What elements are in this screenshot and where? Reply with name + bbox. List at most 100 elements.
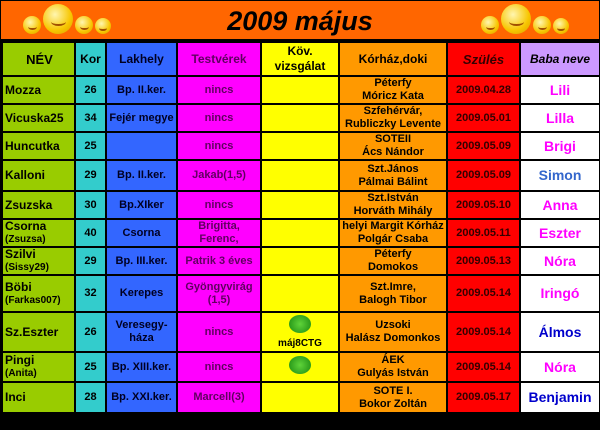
korhaz-text: ÁEK [381,354,405,366]
cell-nev: Böbi (Farkas007) [1,274,76,313]
cell-korhaz: Szt.János Pálmai Bálint [338,159,448,192]
cell-baba-neve: Álmos [519,311,600,353]
cell-baba-neve: Iringó [519,274,600,313]
cell-baba-neve: Lilla [519,103,600,133]
doki-text: Rubliczky Levente [345,118,441,130]
cell-baba-neve: Nóra [519,246,600,276]
cell-nev: Sz.Eszter [1,311,76,353]
cell-lakhely: Fejér megye [105,103,178,133]
name-text: Pingi [5,353,35,367]
cell-lakhely [105,131,178,161]
clover-thumbs-up-icon [289,314,311,333]
header-kov-vizsgalat: Köv. vizsgálat [260,41,340,77]
doki-text: Pálmai Bálint [358,175,428,188]
cell-testverek: Marcell(3) [176,381,262,414]
cell-baba-neve: Simon [519,159,600,192]
cell-kov-vizsgalat [260,351,340,383]
cell-korhaz: SOTEII Ács Nándor [338,131,448,161]
doki-text: Ács Nándor [362,146,424,158]
name-text: Zsuzska [5,197,53,212]
cell-kov-vizsgalat [260,159,340,192]
smiley-icons [23,4,113,34]
nickname-text: (Anita) [5,368,37,379]
table-row: Sz.Eszter 26 Veresegy-háza nincs máj8CTG Uzso… [1,311,600,353]
cell-lakhely: Bp. III.ker. [105,246,178,276]
title-bar: 2009 május [1,1,599,39]
name-text: Böbi [5,279,32,294]
cell-kov-vizsgalat [260,75,340,105]
cell-testverek: nincs [176,351,262,383]
cell-korhaz: Szfehérvár, Rubliczky Levente [338,103,448,133]
cell-kor: 28 [74,381,107,414]
cell-lakhely: Csorna [105,218,178,248]
cell-lakhely: Bp. II.ker. [105,159,178,192]
cell-kov-vizsgalat [260,190,340,220]
doki-text: Halász Domonkos [345,332,441,344]
cell-nev: Vicuska25 [1,103,76,133]
cell-lakhely: Bp. XIII.ker. [105,351,178,383]
cell-nev: Mozza [1,75,76,105]
cell-szules: 2009.05.11 [446,218,521,248]
header-lakhely: Lakhely [105,41,178,77]
cell-nev: Huncutka [1,131,76,161]
cell-kor: 26 [74,311,107,353]
table-row: Kalloni 29 Bp. II.ker. Jakab(1,5) Szt.János P… [1,159,600,192]
cell-korhaz: SOTE I. Bokor Zoltán [338,381,448,414]
cell-testverek: nincs [176,103,262,133]
cell-szules: 2009.04.28 [446,75,521,105]
name-text: Csorna [5,219,47,233]
table-row: Pingi (Anita) 25 Bp. XIII.ker. nincs ÁEK Gulyá… [1,351,600,383]
cell-nev: Kalloni [1,159,76,192]
cell-kov-vizsgalat: máj8CTG [260,311,340,353]
cell-szules: 2009.05.09 [446,159,521,192]
cell-szules: 2009.05.17 [446,381,521,414]
smiley-icons [481,4,571,34]
name-text: Inci [5,390,26,404]
doki-text: Domokos [367,261,419,273]
cell-kor: 29 [74,246,107,276]
data-table: NÉV Kor Lakhely Testvérek Köv. vizsgálat… [1,41,600,414]
cell-lakhely: Bp. II.ker. [105,75,178,105]
cell-baba-neve: Brigi [519,131,600,161]
cell-lakhely: Veresegy-háza [105,311,178,353]
nickname-text: (Sissy29) [5,262,49,273]
cell-kor: 29 [74,159,107,192]
header-kor: Kor [74,41,107,77]
cell-nev: Inci [1,381,76,414]
cell-korhaz: Szt.Imre, Balogh Tibor [338,274,448,313]
table-row: Csorna (Zsuzsa) 40 Csorna Brigitta, Ferenc, h… [1,218,600,248]
table-row: Huncutka 25 nincs SOTEII Ács Nándor 2009.05.0… [1,131,600,161]
cell-szules: 2009.05.01 [446,103,521,133]
cell-szules: 2009.05.09 [446,131,521,161]
cell-baba-neve: Eszter [519,218,600,248]
doki-text: Gulyás István [357,367,429,379]
cell-lakhely: Bp. XXI.ker. [105,381,178,414]
clover-thumbs-up-icon [289,356,311,374]
korhaz-text: Szt.István [367,192,419,204]
table-row: Inci 28 Bp. XXI.ker. Marcell(3) SOTE I. Bokor… [1,381,600,414]
table-row: Zsuzska 30 Bp.XIker nincs Szt.István Horváth … [1,190,600,220]
cell-kov-vizsgalat [260,274,340,313]
table-row: Mozza 26 Bp. II.ker. nincs Péterfy Móricz Kat… [1,75,600,105]
korhaz-text: Péterfy [374,77,412,89]
cell-szules: 2009.05.13 [446,246,521,276]
cell-lakhely: Kerepes [105,274,178,313]
name-text: Mozza [5,82,41,97]
doki-text: Bokor Zoltán [359,397,427,410]
korhaz-text: helyi Margit Kórház [342,220,444,232]
cell-kor: 40 [74,218,107,248]
doki-text: Balogh Tibor [359,293,427,306]
cell-nev: Csorna (Zsuzsa) [1,218,76,248]
name-text: Kalloni [5,168,46,182]
cell-kor: 32 [74,274,107,313]
nickname-text: (Farkas007) [5,294,61,306]
cell-kor: 30 [74,190,107,220]
name-text: Szilvi [5,247,36,261]
cell-szules: 2009.05.14 [446,274,521,313]
korhaz-text: SOTE I. [373,384,413,397]
cell-baba-neve: Lili [519,75,600,105]
cell-nev: Pingi (Anita) [1,351,76,383]
kov-text: máj8CTG [278,337,322,349]
doki-text: Horváth Mihály [353,205,433,217]
cell-kor: 34 [74,103,107,133]
